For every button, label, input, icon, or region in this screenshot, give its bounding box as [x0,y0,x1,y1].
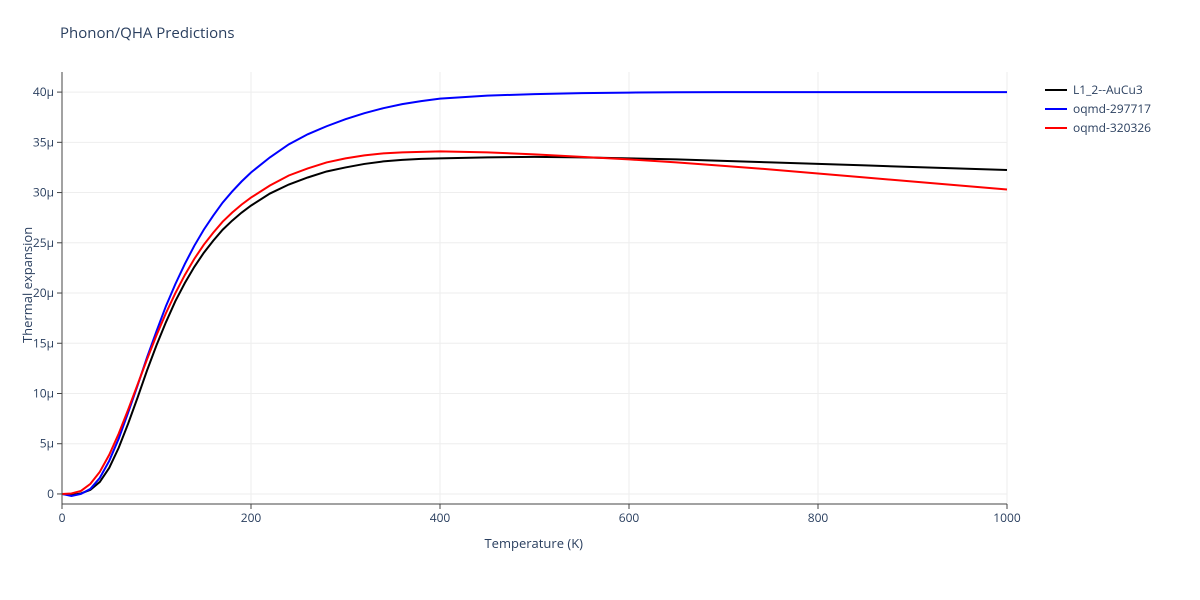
legend-swatch [1045,89,1067,91]
series-line [62,151,1007,494]
legend-item[interactable]: L1_2--AuCu3 [1045,80,1151,99]
legend-label: oqmd-297717 [1073,100,1151,117]
x-tick-label: 1000 [993,509,1021,526]
y-tick-label: 15μ [33,334,54,351]
y-tick-label: 0 [47,485,54,502]
y-tick-label: 20μ [33,284,54,301]
legend-swatch [1045,108,1067,110]
y-axis-label: Thermal expansion [18,227,36,343]
y-tick-label: 25μ [33,234,54,251]
x-tick-label: 400 [430,509,451,526]
legend-swatch [1045,127,1067,129]
series-line [62,157,1007,495]
y-tick-label: 10μ [33,384,54,401]
chart-title: Phonon/QHA Predictions [60,23,235,43]
series-line [62,92,1007,496]
x-tick-label: 200 [241,509,262,526]
legend-label: L1_2--AuCu3 [1073,81,1143,98]
legend-item[interactable]: oqmd-320326 [1045,118,1151,137]
y-tick-label: 5μ [40,435,54,452]
x-tick-label: 800 [808,509,829,526]
y-tick-label: 30μ [33,184,54,201]
y-tick-label: 40μ [33,83,54,100]
legend-item[interactable]: oqmd-297717 [1045,99,1151,118]
legend-label: oqmd-320326 [1073,119,1151,136]
x-tick-label: 0 [59,509,66,526]
x-tick-label: 600 [619,509,640,526]
chart-container: Phonon/QHA Predictions 0 200 400 600 800 1000… [0,0,1200,600]
chart-plot-area: 0 200 400 600 800 1000 0 5μ 10μ 15μ 20μ 25μ 30μ 35μ 40… [0,0,1200,600]
legend: L1_2--AuCu3 oqmd-297717 oqmd-320326 [1045,80,1151,137]
x-axis-label: Temperature (K) [485,534,584,552]
y-tick-label: 35μ [33,133,54,150]
